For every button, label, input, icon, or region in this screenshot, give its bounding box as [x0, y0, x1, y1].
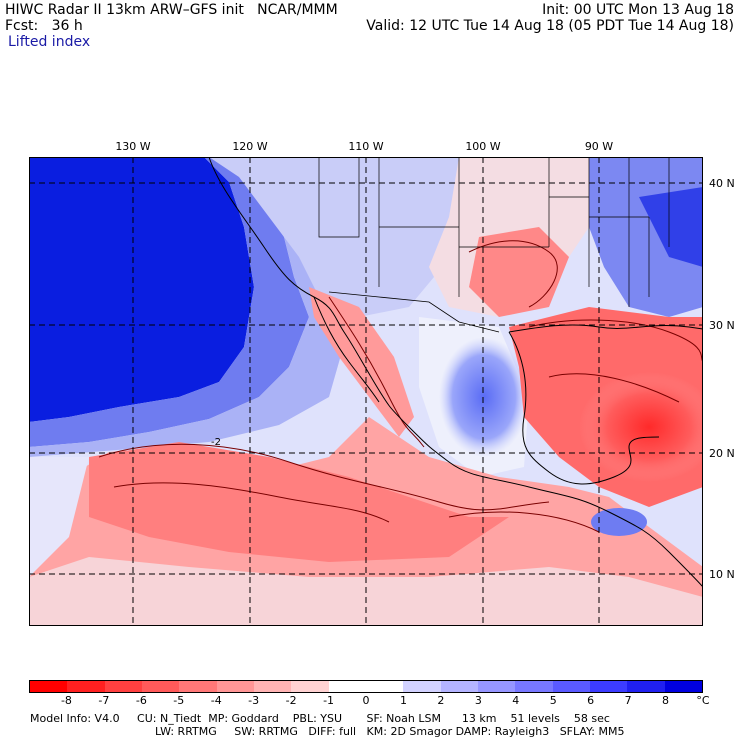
- colorbar-tick-label: -7: [98, 694, 110, 707]
- colorbar-tick-label: 6: [587, 694, 595, 707]
- colorbar-tick-label: 0: [362, 694, 370, 707]
- coastline-gulf: [508, 331, 660, 485]
- colorbar-swatch: [67, 681, 105, 692]
- colorbar-tick-label: 1: [399, 694, 407, 707]
- model-info-line2: LW: RRTMG SW: RRTMG DIFF: full KM: 2D Sm…: [155, 725, 625, 738]
- contour-line: [468, 240, 558, 308]
- colorbar-tick-label: 4: [512, 694, 520, 707]
- init-time: Init: 00 UTC Mon 13 Aug 18: [542, 2, 734, 18]
- contour-line: [548, 373, 680, 403]
- lat-label-20n: 20 N: [709, 447, 735, 460]
- state-boundary: [589, 157, 670, 307]
- colorbar-tick-label: -6: [135, 694, 147, 707]
- lon-label-110w: 110 W: [348, 140, 384, 153]
- colorbar-tick-label: -4: [210, 694, 222, 707]
- lat-label-40n: 40 N: [709, 177, 735, 190]
- colorbar-unit: °C: [696, 694, 710, 707]
- lon-label-130w: 130 W: [115, 140, 151, 153]
- colorbar-tick-label: -2: [285, 694, 297, 707]
- lon-label-120w: 120 W: [232, 140, 268, 153]
- lat-label-10n: 10 N: [709, 568, 735, 581]
- colorbar-tick-label: -3: [248, 694, 260, 707]
- contour-line: [98, 443, 550, 511]
- contour-label: -2: [211, 437, 221, 448]
- lon-label-90w: 90 W: [584, 140, 614, 153]
- colorbar-tick-label: 8: [662, 694, 670, 707]
- gulf-hot-core: [579, 372, 703, 482]
- model-info-line1: Model Info: V4.0 CU: N_Tiedt MP: Goddard…: [30, 712, 610, 725]
- coastline-west: [208, 157, 703, 588]
- colorbar-swatch: [403, 681, 441, 692]
- field-name: Lifted index: [8, 34, 91, 50]
- colorbar-swatch: [552, 681, 590, 692]
- contour-line: [328, 296, 425, 448]
- colorbar-swatch: [30, 681, 68, 692]
- contour-line: [448, 511, 600, 533]
- lifted-index-map: -2: [29, 157, 703, 626]
- colorbar: [29, 680, 703, 693]
- colorbar-swatch: [253, 681, 292, 692]
- colorbar-swatch: [515, 681, 553, 692]
- colorbar-tick-label: 7: [624, 694, 632, 707]
- colorbar-tick-label: -1: [323, 694, 335, 707]
- contour-line: [113, 482, 390, 523]
- baja-unstable: [309, 287, 414, 437]
- mexico-stable-core: [439, 337, 529, 457]
- stable-ocean-region: [29, 157, 254, 422]
- state-boundary: [318, 157, 360, 238]
- colorbar-swatch: [477, 681, 516, 692]
- colorbar-swatch: [328, 681, 366, 692]
- colorbar-tick-label: 5: [549, 694, 557, 707]
- colorbar-swatch: [104, 681, 142, 692]
- colorbar-swatch: [627, 681, 665, 692]
- sw-pale: [29, 457, 89, 577]
- colorbar-swatch: [440, 681, 478, 692]
- colorbar-swatch: [589, 681, 628, 692]
- colorbar-tick-label: -5: [173, 694, 185, 707]
- colorbar-swatch: [365, 681, 404, 692]
- colorbar-tick-label: 2: [437, 694, 445, 707]
- colorbar-swatch: [291, 681, 329, 692]
- colorbar-swatch: [141, 681, 180, 692]
- colorbar-swatch: [179, 681, 217, 692]
- grid-lines: [29, 157, 703, 626]
- forecast-hour: Fcst: 36 h: [5, 18, 83, 34]
- stable-ocean-edge: [29, 157, 309, 447]
- valid-time: Valid: 12 UTC Tue 14 Aug 18 (05 PDT Tue …: [366, 18, 734, 34]
- colorbar-swatch: [216, 681, 254, 692]
- central-america-stable: [591, 508, 647, 536]
- contour-line: [528, 319, 703, 363]
- coastline-baja: [313, 296, 380, 403]
- lon-label-100w: 100 W: [465, 140, 501, 153]
- state-boundary: [378, 157, 590, 297]
- colorbar-swatch: [664, 681, 702, 692]
- texas-unstable: [469, 227, 569, 317]
- lat-label-30n: 30 N: [709, 319, 735, 332]
- model-title: HIWC Radar II 13km ARW–GFS init NCAR/MMM: [5, 2, 338, 18]
- colorbar-tick-label: -8: [60, 694, 72, 707]
- colorbar-tick-label: 3: [474, 694, 482, 707]
- eastern-us-deep: [639, 187, 703, 267]
- pacific-red-band: [89, 442, 509, 562]
